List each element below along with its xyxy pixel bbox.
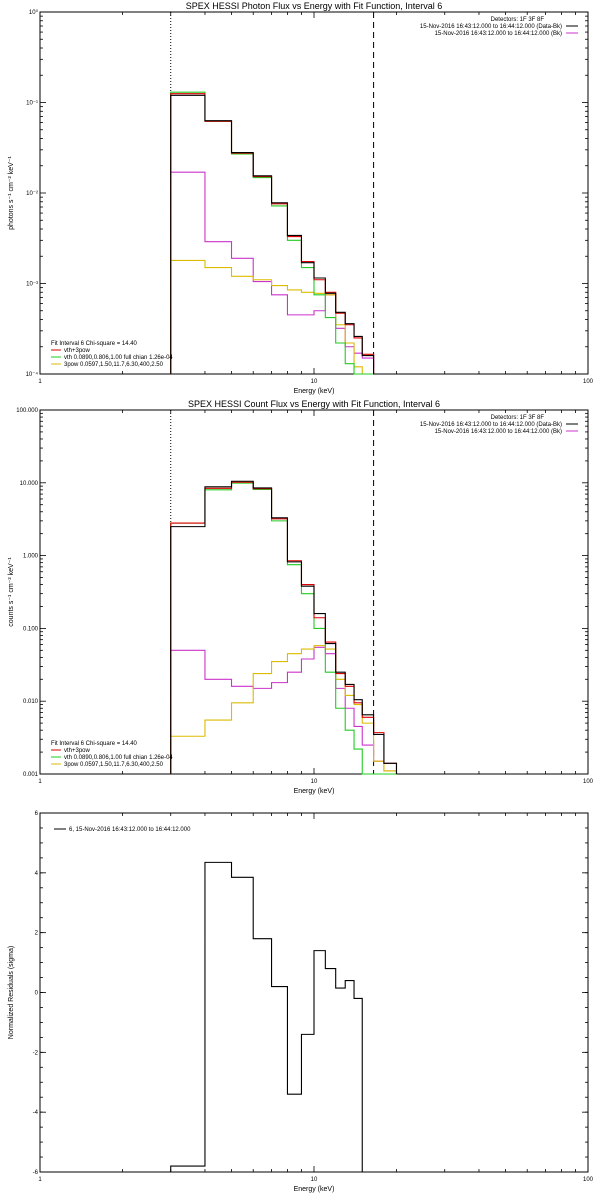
x-tick-label: 100: [583, 779, 594, 785]
legend-entry: 15-Nov-2016 16:43:12.000 to 16:44:12.000…: [435, 429, 562, 435]
x-tick-label: 10: [311, 379, 318, 385]
x-tick-label: 1: [38, 1177, 42, 1183]
series-vth-3pow-line: [170, 93, 384, 375]
legend-entry: 15-Nov-2016 16:43:12.000 to 16:44:12.000…: [435, 31, 562, 37]
y-tick-label: -4: [33, 1110, 39, 1116]
series-3pow-line: [170, 259, 384, 375]
legend-entry: 15-Nov-2016 16:43:12.000 to 16:44:12.000…: [420, 422, 562, 428]
legend-detectors: Detectors: 1F 3F 8F: [491, 17, 545, 23]
x-tick-label: 10: [311, 779, 318, 785]
chart-title: SPEX HESSI Photon Flux vs Energy with Fi…: [186, 1, 443, 11]
y-tick-label: 2: [35, 931, 39, 937]
series-data-line: [170, 94, 384, 375]
legend-entry: 3pow 0.0597,1.50,11.7,6.30,400,2.50: [64, 362, 164, 368]
y-tick-label: -2: [33, 1050, 39, 1056]
y-tick-label: 10⁻³: [26, 282, 38, 288]
legend-entry: vth+3pow: [64, 748, 91, 754]
series-vth-line: [170, 91, 384, 375]
series-data-line: [170, 480, 398, 774]
series-background-line: [170, 171, 384, 375]
legend-entry: vth 0.0890,0.806,1.00 full chian 1.26e-0…: [64, 755, 173, 761]
chart-1: SPEX HESSI Photon Flux vs Energy with Fi…: [8, 1, 594, 395]
legend-entry: 6, 15-Nov-2016 16:43:12.000 to 16:44:12.…: [69, 827, 191, 833]
y-tick-label: 0.010: [23, 699, 39, 705]
x-axis-label: Energy (keV): [294, 388, 335, 395]
chart-2: SPEX HESSI Count Flux vs Energy with Fit…: [8, 399, 594, 795]
x-tick-label: 1: [38, 379, 42, 385]
y-tick-label: 1.000: [23, 554, 39, 560]
y-tick-label: 4: [35, 871, 39, 877]
plot-frame: [39, 11, 589, 375]
legend-entry: vth+3pow: [64, 348, 91, 354]
chart-3: 1 10 100 -6 -4 -2 0 2 4 6 Energy (keV) Normalized R…: [8, 811, 594, 1193]
x-axis-label: Energy (keV): [294, 1186, 335, 1193]
series-6--line: [170, 861, 363, 1172]
legend-entry: 3pow 0.0597,1.50,11.7,6.30,400,2.50: [64, 762, 164, 768]
y-tick-label: 6: [35, 811, 39, 817]
y-tick-label: 0: [35, 991, 39, 997]
y-axis-label: counts s⁻¹ cm⁻² keV⁻¹: [8, 557, 15, 627]
x-tick-label: 10: [311, 1177, 318, 1183]
series-3pow-line: [170, 645, 398, 774]
y-tick-label: 10.000: [20, 481, 39, 487]
y-tick-label: 0.001: [23, 772, 39, 778]
y-tick-label: 10⁻²: [26, 191, 38, 197]
y-tick-label: 10⁻⁴: [26, 371, 39, 378]
legend-fit-heading: Fit Interval 6 Chi-square = 14.40: [51, 341, 138, 347]
y-tick-label: 10⁰: [29, 9, 39, 16]
y-axis-label: Normalized Residuals (sigma): [8, 946, 15, 1039]
legend-fit-heading: Fit Interval 6 Chi-square = 14.40: [51, 741, 138, 747]
y-tick-label: -6: [33, 1170, 39, 1176]
x-tick-label: 100: [583, 379, 594, 385]
legend-entry: 15-Nov-2016 16:43:12.000 to 16:44:12.000…: [420, 24, 562, 30]
legend-detectors: Detectors: 1F 3F 8F: [491, 415, 545, 421]
series-vth-3pow-line: [170, 481, 398, 774]
y-axis-label: photons s⁻¹ cm⁻² keV⁻¹: [8, 155, 15, 229]
y-tick-label: 0.100: [23, 626, 39, 632]
y-tick-label: 100.000: [16, 408, 38, 414]
x-axis-label: Energy (keV): [294, 788, 335, 795]
chart-title: SPEX HESSI Count Flux vs Energy with Fit…: [188, 399, 440, 409]
legend-entry: vth 0.0890,0.806,1.00 full chian 1.26e-0…: [64, 355, 173, 361]
x-tick-label: 100: [583, 1177, 594, 1183]
x-tick-label: 1: [38, 779, 42, 785]
series-background-line: [170, 646, 398, 774]
y-tick-label: 10⁻¹: [26, 101, 38, 107]
